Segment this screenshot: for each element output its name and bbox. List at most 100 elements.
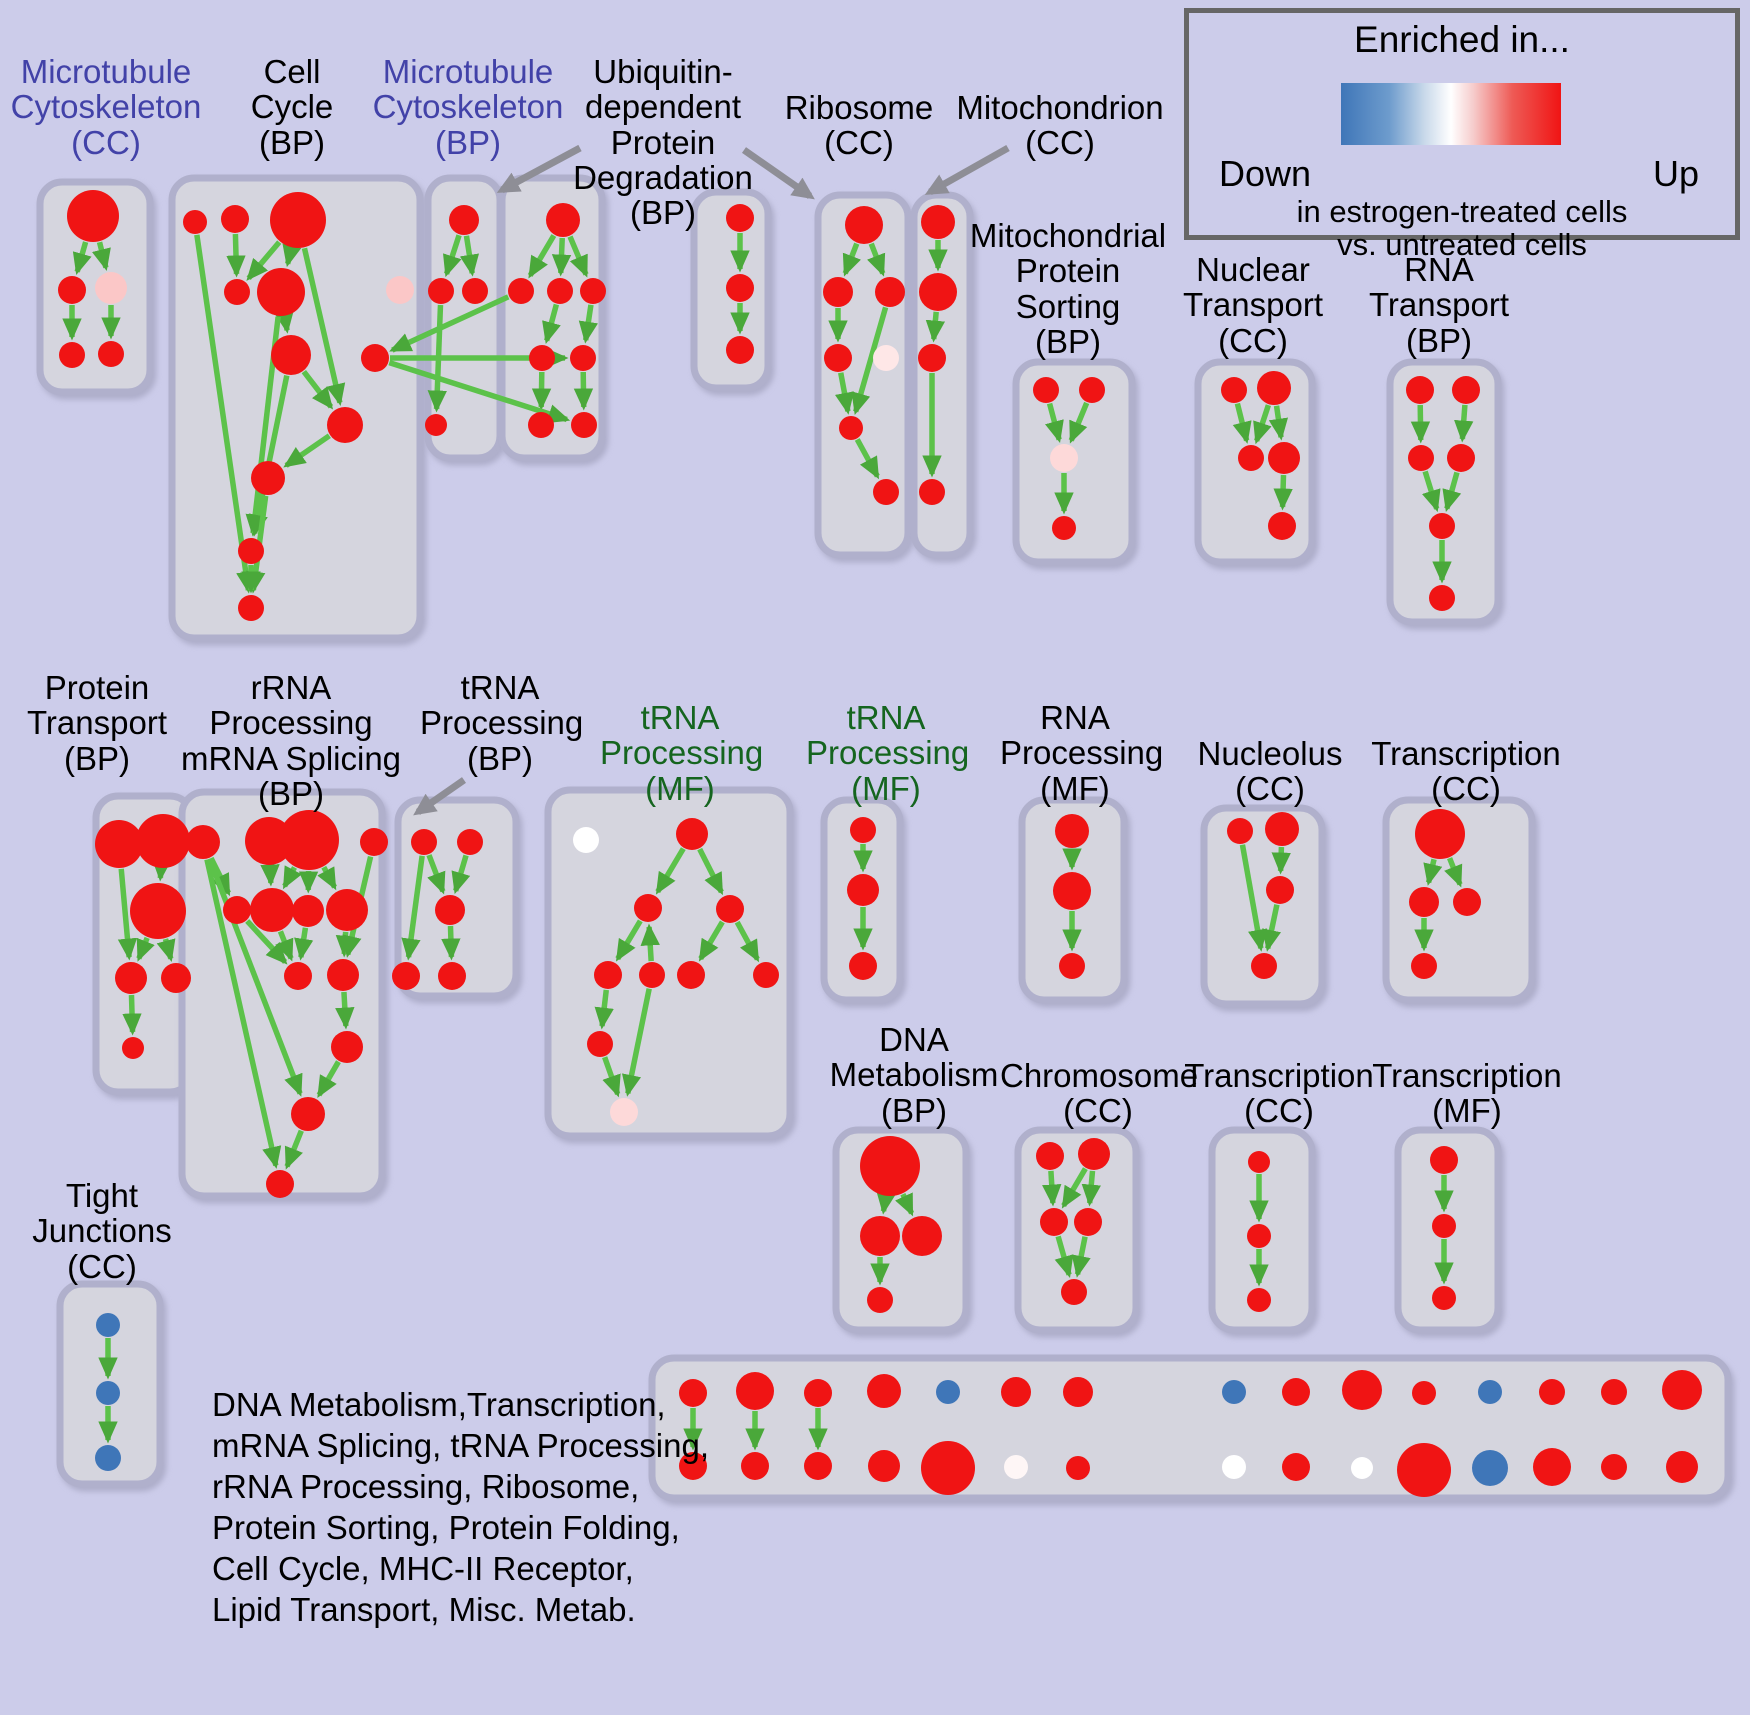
network-node[interactable]	[1282, 1453, 1310, 1481]
network-node[interactable]	[1601, 1454, 1627, 1480]
network-node[interactable]	[847, 874, 879, 906]
network-node[interactable]	[1266, 876, 1294, 904]
network-node[interactable]	[327, 407, 363, 443]
network-node[interactable]	[571, 412, 597, 438]
network-node[interactable]	[1666, 1451, 1698, 1483]
network-node[interactable]	[425, 414, 447, 436]
network-node[interactable]	[224, 279, 250, 305]
network-node[interactable]	[223, 896, 251, 924]
network-node[interactable]	[291, 1097, 325, 1131]
network-node[interactable]	[95, 1445, 121, 1471]
network-node[interactable]	[1533, 1448, 1571, 1486]
network-node[interactable]	[736, 1372, 774, 1410]
network-node[interactable]	[823, 277, 853, 307]
network-node[interactable]	[1052, 516, 1076, 540]
network-node[interactable]	[918, 344, 946, 372]
network-node[interactable]	[1409, 887, 1439, 917]
network-node[interactable]	[250, 888, 294, 932]
network-node[interactable]	[839, 416, 863, 440]
network-node[interactable]	[271, 335, 311, 375]
network-node[interactable]	[292, 895, 324, 927]
network-node[interactable]	[875, 277, 905, 307]
network-node[interactable]	[921, 205, 955, 239]
network-node[interactable]	[1036, 1142, 1064, 1170]
network-node[interactable]	[136, 814, 190, 868]
network-node[interactable]	[1429, 513, 1455, 539]
network-node[interactable]	[587, 1031, 613, 1057]
network-node[interactable]	[1050, 444, 1078, 472]
network-node[interactable]	[824, 344, 852, 372]
network-node[interactable]	[1248, 1151, 1270, 1173]
network-node[interactable]	[1268, 512, 1296, 540]
network-node[interactable]	[860, 1216, 900, 1256]
network-node[interactable]	[919, 273, 957, 311]
network-node[interactable]	[1472, 1450, 1508, 1486]
network-node[interactable]	[361, 344, 389, 372]
network-node[interactable]	[251, 461, 285, 495]
network-node[interactable]	[266, 1170, 294, 1198]
network-node[interactable]	[1238, 445, 1264, 471]
network-node[interactable]	[331, 1031, 363, 1063]
network-node[interactable]	[1447, 444, 1475, 472]
network-node[interactable]	[115, 962, 147, 994]
network-node[interactable]	[221, 205, 249, 233]
network-node[interactable]	[457, 829, 483, 855]
network-node[interactable]	[428, 278, 454, 304]
network-node[interactable]	[936, 1380, 960, 1404]
network-node[interactable]	[1066, 1456, 1090, 1480]
network-node[interactable]	[873, 345, 899, 371]
network-node[interactable]	[1412, 1381, 1436, 1405]
network-node[interactable]	[1397, 1443, 1451, 1497]
network-node[interactable]	[183, 210, 207, 234]
network-node[interactable]	[726, 204, 754, 232]
network-node[interactable]	[1406, 376, 1434, 404]
network-node[interactable]	[1059, 953, 1085, 979]
network-node[interactable]	[753, 962, 779, 988]
network-node[interactable]	[1074, 1208, 1102, 1236]
network-node[interactable]	[161, 963, 191, 993]
network-node[interactable]	[238, 595, 264, 621]
network-node[interactable]	[279, 810, 339, 870]
network-node[interactable]	[528, 412, 554, 438]
network-node[interactable]	[1061, 1279, 1087, 1305]
network-node[interactable]	[449, 205, 479, 235]
network-node[interactable]	[850, 817, 876, 843]
network-node[interactable]	[58, 276, 86, 304]
network-node[interactable]	[257, 268, 305, 316]
network-node[interactable]	[95, 820, 143, 868]
network-node[interactable]	[919, 479, 945, 505]
network-node[interactable]	[435, 895, 465, 925]
network-node[interactable]	[1257, 371, 1291, 405]
network-node[interactable]	[1429, 585, 1455, 611]
network-node[interactable]	[804, 1452, 832, 1480]
network-node[interactable]	[741, 1452, 769, 1480]
network-node[interactable]	[1040, 1208, 1068, 1236]
network-node[interactable]	[529, 345, 555, 371]
network-node[interactable]	[1078, 1138, 1110, 1170]
network-node[interactable]	[1282, 1378, 1310, 1406]
network-node[interactable]	[1033, 377, 1059, 403]
network-node[interactable]	[284, 962, 312, 990]
network-node[interactable]	[726, 274, 754, 302]
network-node[interactable]	[1662, 1370, 1702, 1410]
network-node[interactable]	[462, 278, 488, 304]
network-node[interactable]	[580, 278, 606, 304]
network-node[interactable]	[1452, 376, 1480, 404]
network-node[interactable]	[392, 962, 420, 990]
network-node[interactable]	[270, 192, 326, 248]
network-node[interactable]	[130, 883, 186, 939]
network-node[interactable]	[360, 828, 388, 856]
network-node[interactable]	[573, 827, 599, 853]
network-node[interactable]	[1221, 377, 1247, 403]
network-node[interactable]	[438, 962, 466, 990]
network-node[interactable]	[1265, 812, 1299, 846]
network-node[interactable]	[1004, 1455, 1028, 1479]
network-node[interactable]	[327, 959, 359, 991]
network-node[interactable]	[1268, 442, 1300, 474]
network-node[interactable]	[1408, 445, 1434, 471]
network-node[interactable]	[868, 1450, 900, 1482]
network-node[interactable]	[921, 1441, 975, 1495]
network-node[interactable]	[1247, 1288, 1271, 1312]
network-node[interactable]	[1063, 1377, 1093, 1407]
network-node[interactable]	[245, 817, 293, 865]
